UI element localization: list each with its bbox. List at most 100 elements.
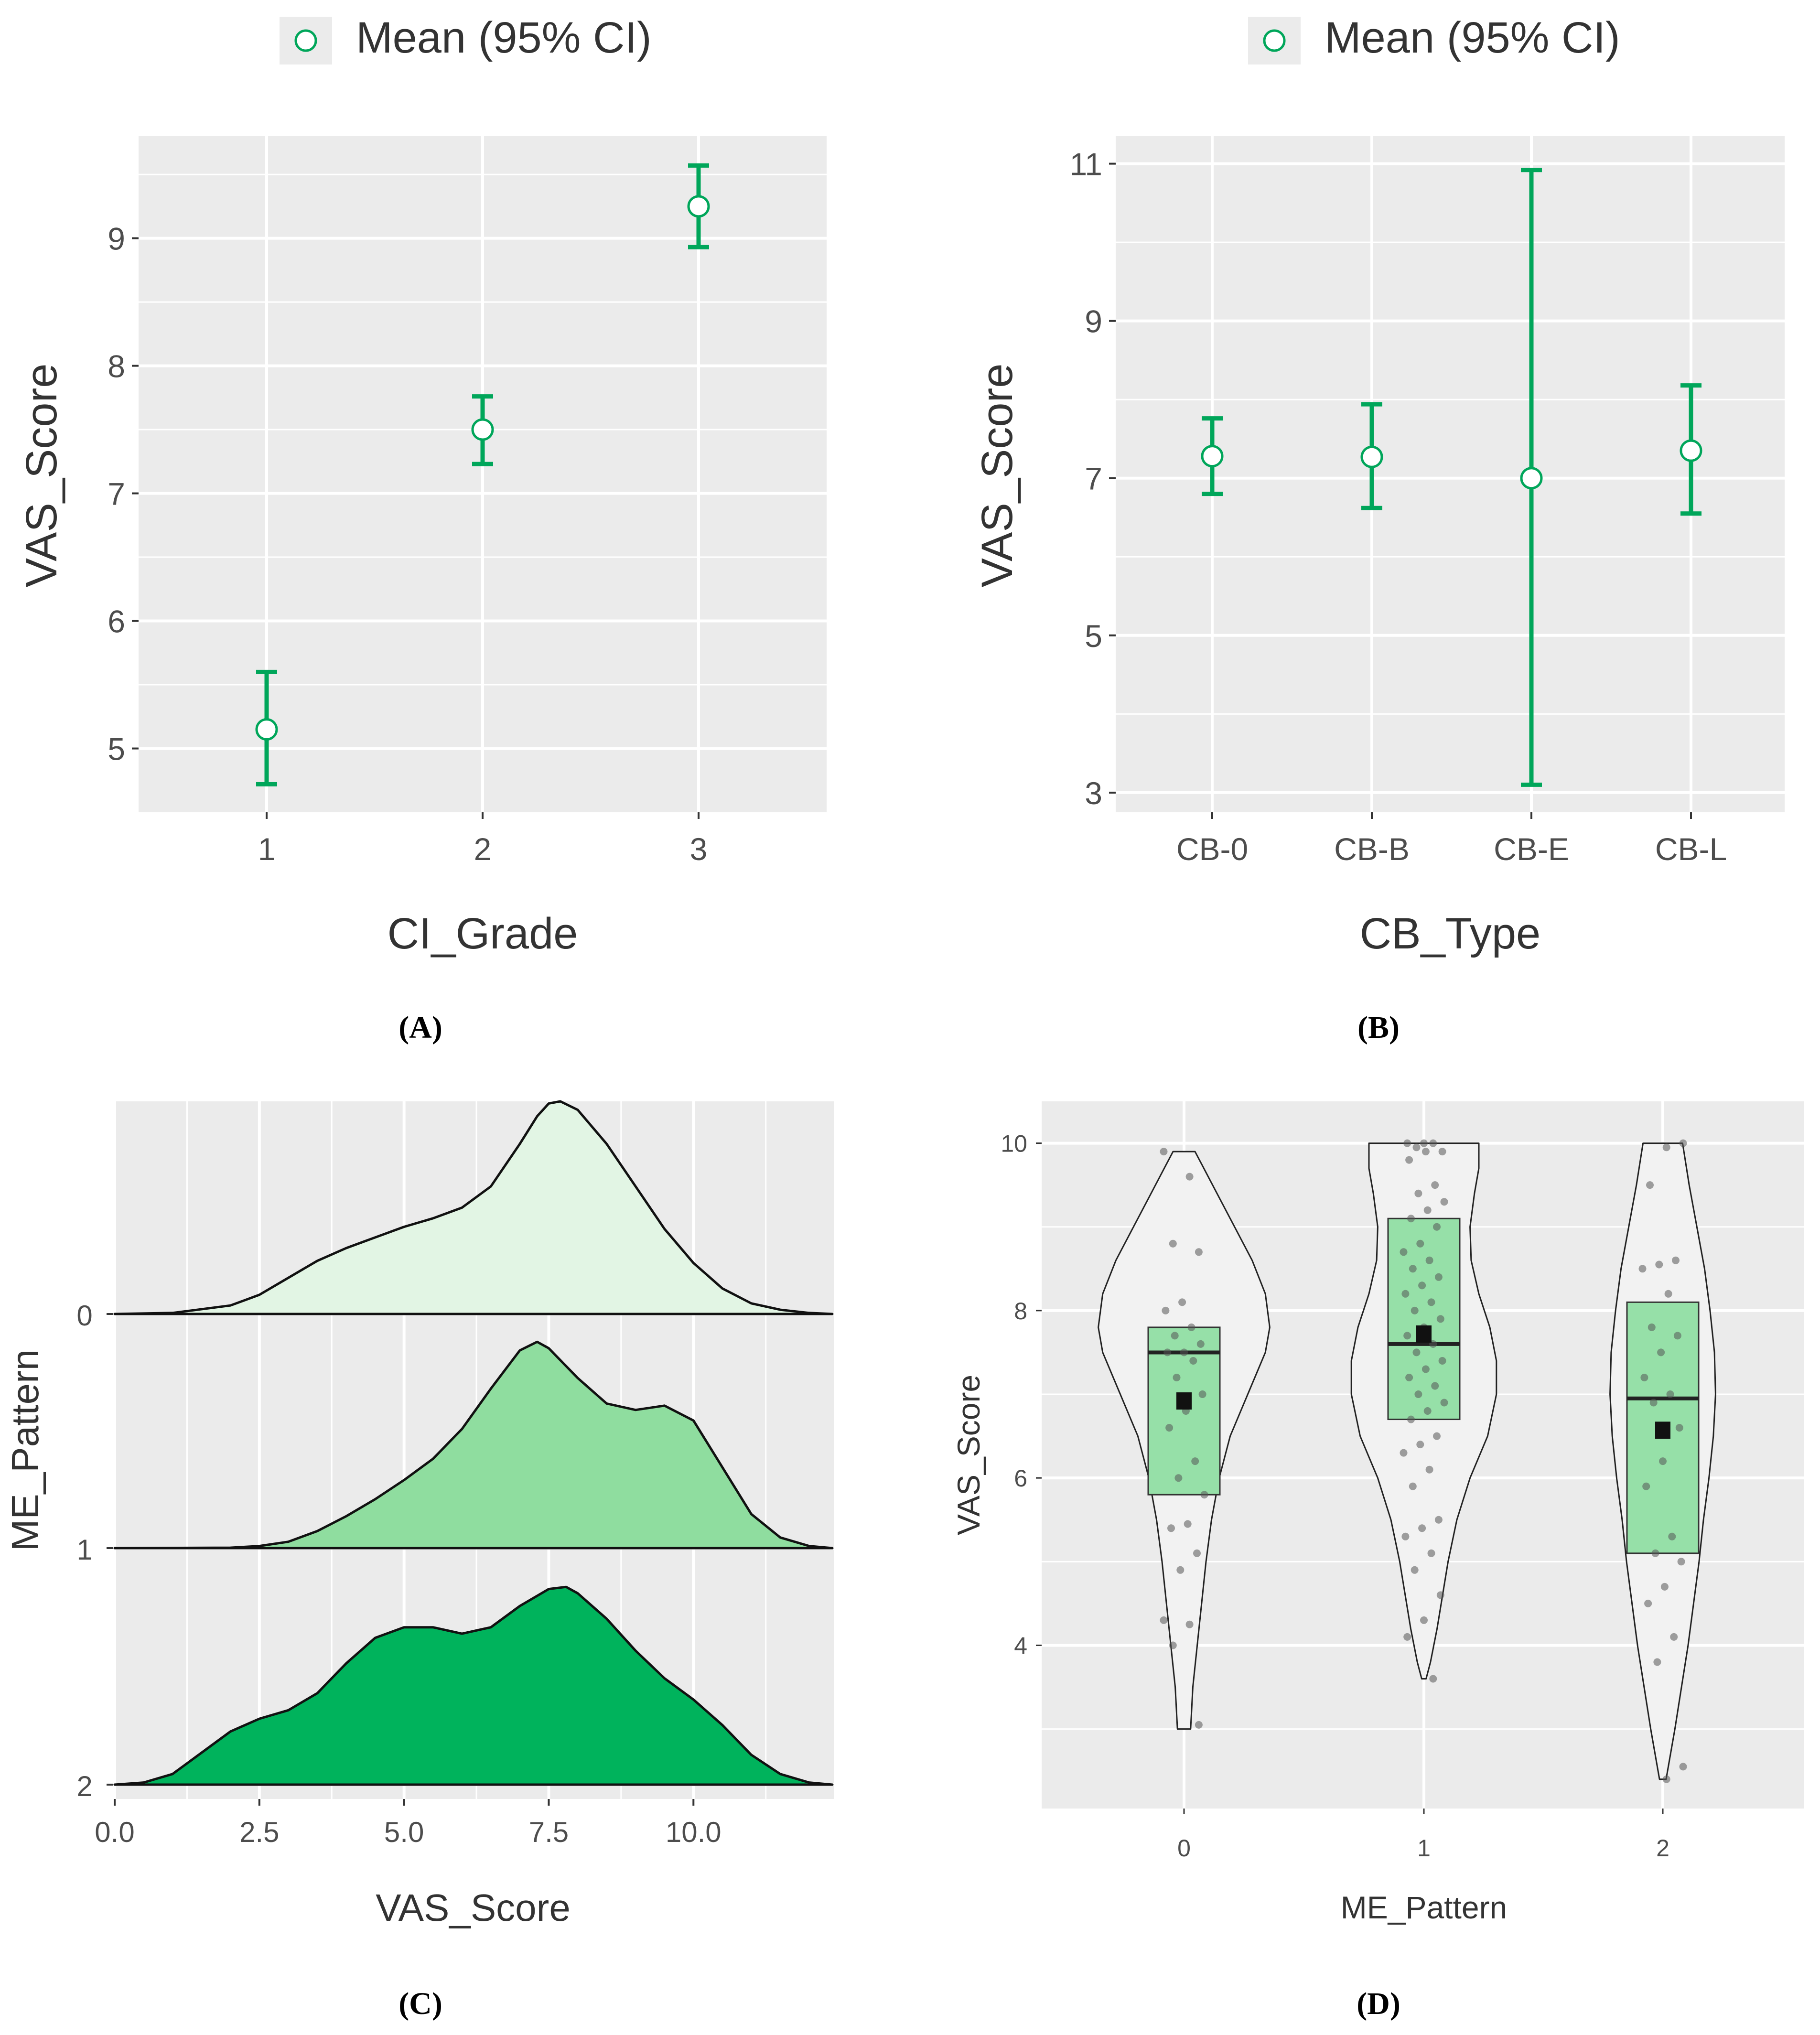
d-jitter-point (1169, 1239, 1177, 1248)
d-jitter-point (1653, 1658, 1661, 1666)
d-jitter-point (1436, 1591, 1444, 1599)
panel-a-legend-marker (294, 29, 317, 52)
d-jitter-point (1414, 1189, 1422, 1197)
b-y-tick-label: 11 (1069, 147, 1102, 182)
d-jitter-point (1162, 1306, 1170, 1314)
d-y-tick-label: 6 (1014, 1465, 1027, 1492)
panel-b-marks (1201, 168, 1702, 787)
d-jitter-point (1169, 1641, 1177, 1649)
d-jitter-point (1662, 1775, 1670, 1783)
d-x-tick-label: 0 (1177, 1835, 1191, 1862)
panel-d: 4 6 8 10 0 1 2 ME_Pattern VAS_Score (D) (951, 1101, 1804, 2021)
d-jitter-point (1672, 1256, 1680, 1264)
d-box-1 (1387, 1217, 1461, 1421)
b-mean-point (1360, 445, 1383, 468)
d-jitter-point (1670, 1633, 1678, 1641)
panel-c-x-tick-labels: 0.0 2.5 5.0 7.5 10.0 (95, 1799, 722, 1848)
d-jitter-point (1185, 1620, 1194, 1628)
d-jitter-point (1431, 1181, 1439, 1189)
d-jitter-point (1659, 1457, 1667, 1465)
b-mean-point (1680, 439, 1702, 462)
d-jitter-point (1401, 1532, 1410, 1540)
d-jitter-point (1195, 1248, 1203, 1256)
d-jitter-point (1662, 1143, 1670, 1152)
d-jitter-point (1411, 1566, 1419, 1574)
panel-a-legend-label: Mean (95% CI) (356, 13, 652, 62)
d-jitter-point (1434, 1516, 1443, 1524)
panel-b-legend-label: Mean (95% CI) (1325, 13, 1620, 62)
a-mean-point (687, 195, 710, 218)
panel-a-x-axis-title: CI_Grade (388, 909, 578, 958)
d-jitter-point (1416, 1441, 1424, 1449)
d-jitter-point (1180, 1348, 1188, 1357)
panel-d-x-axis-title: ME_Pattern (1341, 1890, 1508, 1925)
panel-c-x-axis-title: VAS_Score (376, 1886, 571, 1929)
d-jitter-point (1411, 1306, 1419, 1314)
d-jitter-point (1414, 1390, 1422, 1398)
b-y-tick-label: 9 (1085, 304, 1102, 339)
d-jitter-point (1195, 1721, 1203, 1729)
d-jitter-point (1405, 1156, 1413, 1164)
panel-c-caption: (C) (398, 1986, 442, 2021)
d-jitter-point (1440, 1198, 1448, 1206)
d-jitter-point (1679, 1139, 1687, 1147)
b-x-tick-label: CB-L (1655, 831, 1727, 867)
d-jitter-point (1429, 1675, 1437, 1683)
d-jitter-point (1403, 1332, 1411, 1340)
d-jitter-point (1409, 1265, 1417, 1273)
d-jitter-point (1640, 1374, 1648, 1381)
d-jitter-point (1427, 1298, 1435, 1306)
d-jitter-point (1433, 1223, 1441, 1231)
d-jitter-point (1420, 1139, 1428, 1147)
panel-b-x-tick-labels: CB-0 CB-B CB-E CB-L (1176, 812, 1727, 867)
panel-b-caption: (B) (1357, 1010, 1400, 1045)
panel-b-legend-marker (1263, 29, 1286, 52)
panel-d-y-tick-labels: 4 6 8 10 (1001, 1131, 1042, 1659)
d-jitter-point (1642, 1482, 1650, 1490)
c-x-tick-label: 7.5 (529, 1816, 569, 1848)
b-mean-point (1520, 467, 1543, 490)
d-jitter-point (1407, 1415, 1415, 1423)
b-x-tick-label: CB-E (1494, 831, 1569, 867)
a-y-tick-label: 9 (108, 221, 125, 257)
b-x-tick-label: CB-B (1334, 831, 1410, 867)
d-jitter-point (1418, 1281, 1426, 1290)
d-x-tick-label: 1 (1417, 1835, 1431, 1862)
a-x-tick-label: 1 (258, 831, 276, 867)
d-jitter-point (1673, 1332, 1681, 1340)
d-jitter-point (1171, 1332, 1179, 1340)
d-jitter-point (1409, 1482, 1417, 1490)
panel-a-y-tick-labels: 5 6 7 8 9 (108, 221, 139, 767)
d-jitter-point (1400, 1449, 1408, 1457)
b-y-tick-label: 5 (1085, 618, 1102, 654)
a-y-tick-label: 5 (108, 732, 125, 767)
d-jitter-point (1425, 1465, 1433, 1474)
panel-b-y-axis-title: VAS_Score (973, 364, 1022, 588)
d-jitter-point (1438, 1148, 1446, 1156)
d-jitter-point (1427, 1549, 1435, 1557)
d-jitter-point (1187, 1323, 1195, 1331)
c-density-ridge-0 (113, 1100, 834, 1315)
d-jitter-point (1176, 1566, 1185, 1574)
d-jitter-point (1191, 1457, 1199, 1465)
d-jitter-point (1429, 1139, 1437, 1147)
d-x-tick-label: 2 (1656, 1835, 1669, 1862)
d-jitter-point (1174, 1474, 1183, 1482)
d-jitter-point (1173, 1374, 1181, 1381)
c-y-tick-label: 0 (76, 1300, 92, 1332)
d-jitter-point (1422, 1365, 1430, 1373)
d-jitter-point (1167, 1524, 1175, 1532)
a-y-tick-label: 8 (108, 349, 125, 384)
d-jitter-point (1196, 1340, 1205, 1348)
d-jitter-point (1638, 1265, 1647, 1273)
d-jitter-point (1418, 1524, 1426, 1532)
c-density-ridge-1 (113, 1340, 834, 1550)
a-y-tick-label: 7 (108, 476, 125, 512)
d-jitter-point (1400, 1248, 1408, 1256)
d-jitter-point (1433, 1432, 1441, 1440)
c-y-tick-label: 1 (76, 1534, 92, 1566)
d-jitter-point (1200, 1491, 1208, 1499)
d-jitter-point (1163, 1348, 1172, 1357)
d-jitter-point (1412, 1143, 1421, 1152)
d-mean-marker (1176, 1392, 1192, 1410)
